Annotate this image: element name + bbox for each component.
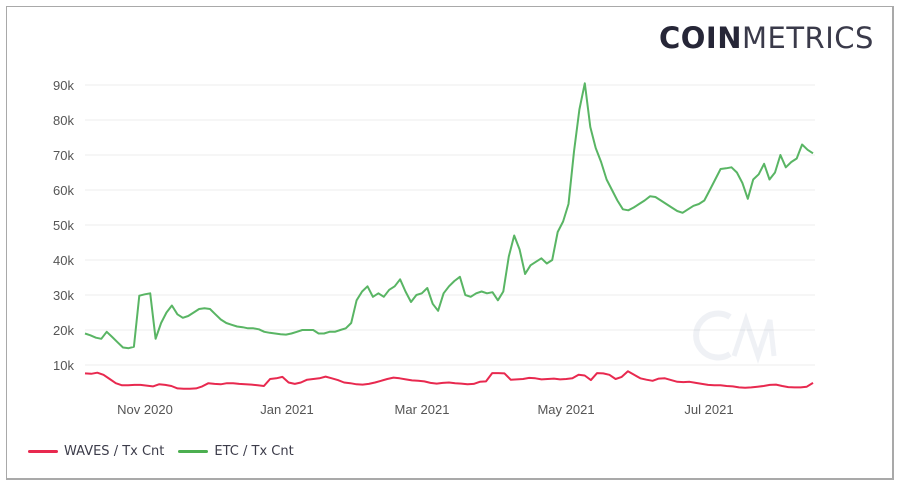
legend-label-waves: WAVES / Tx Cnt	[64, 444, 165, 459]
y-tick-label: 70k	[53, 148, 74, 163]
legend-item-waves[interactable]: WAVES / Tx Cnt	[28, 444, 164, 459]
y-tick-label: 50k	[53, 218, 74, 233]
y-tick-label: 30k	[53, 288, 74, 303]
y-tick-label: 80k	[53, 113, 74, 128]
etc-swatch-icon	[178, 450, 209, 453]
y-tick-label: 60k	[53, 183, 74, 198]
y-tick-label: 10k	[53, 358, 74, 373]
waves-series-line[interactable]	[84, 370, 814, 390]
chart-legend: WAVES / Tx Cnt ETC / Tx Cnt	[28, 444, 294, 459]
etc-series-line[interactable]	[84, 82, 814, 350]
x-tick-label: May 2021	[537, 402, 594, 417]
logo-light-text: METRICS	[742, 21, 874, 55]
x-tick-label: Jan 2021	[260, 402, 314, 417]
x-tick-label: Jul 2021	[684, 402, 733, 417]
legend-label-etc: ETC / Tx Cnt	[214, 444, 294, 459]
coinmetrics-logo: COINMETRICS	[659, 22, 874, 54]
logo-bold-text: COIN	[659, 21, 742, 55]
x-tick-label: Nov 2020	[117, 402, 173, 417]
legend-item-etc[interactable]: ETC / Tx Cnt	[178, 444, 294, 459]
y-tick-label: 40k	[53, 253, 74, 268]
x-tick-label: Mar 2021	[395, 402, 450, 417]
y-tick-label: 90k	[53, 78, 74, 93]
x-axis: Nov 2020 Jan 2021 Mar 2021 May 2021 Jul 2021	[117, 402, 733, 417]
waves-swatch-icon	[28, 450, 58, 453]
y-tick-label: 20k	[53, 323, 74, 338]
gridlines	[85, 84, 815, 366]
cm-watermark-icon	[693, 310, 777, 364]
y-axis: 10k 20k 30k 40k 50k 60k 70k 80k 90k	[53, 78, 74, 373]
